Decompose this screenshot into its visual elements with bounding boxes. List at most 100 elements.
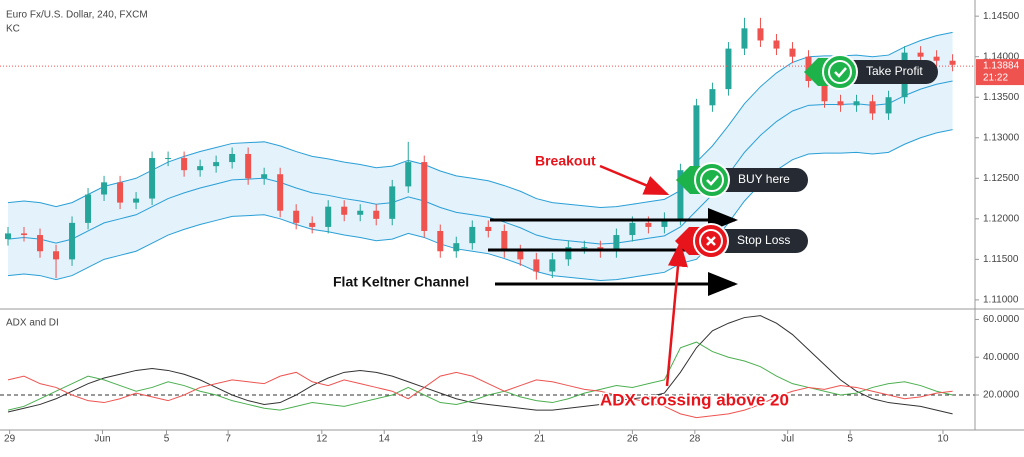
candle-body [693, 105, 700, 171]
annotation-text: Breakout [535, 153, 596, 169]
candle-body [421, 162, 428, 231]
y-tick-label: 40.0000 [983, 352, 1020, 363]
candle-body [85, 194, 92, 223]
x-tick-label: 14 [379, 434, 391, 445]
badge-pill [711, 229, 808, 253]
y-tick-label: 60.0000 [983, 314, 1020, 325]
candle-body [837, 101, 844, 106]
candle-body [53, 251, 60, 260]
x-tick-label: 5 [164, 434, 170, 445]
y-tick-label: 1.12000 [983, 213, 1020, 224]
chart-title: Euro Fx/U.S. Dollar, 240, FXCM [6, 10, 148, 21]
indicator-line [7, 315, 953, 415]
annotation-text: Flat Keltner Channel [333, 274, 469, 290]
badge-label: Stop Loss [737, 233, 790, 247]
badge-circle [694, 162, 730, 198]
candle-body [517, 251, 524, 260]
indicator-line [7, 371, 953, 419]
candle-body [709, 89, 716, 106]
candle-body [341, 206, 348, 215]
candle-body [437, 230, 444, 252]
candle-body [789, 48, 796, 57]
indicator-label: KC [6, 24, 20, 35]
candle-body [549, 259, 556, 272]
y-tick-label: 1.14500 [983, 11, 1020, 22]
candle-body [933, 56, 940, 61]
candle-body [277, 174, 284, 211]
badge-circle [822, 54, 858, 90]
y-tick-label: 1.13500 [983, 92, 1020, 103]
candle-body [453, 243, 460, 252]
candle-body [229, 153, 236, 163]
badge-inner [699, 229, 723, 253]
indicator-line [7, 341, 953, 411]
candle-body [325, 206, 332, 227]
badge-pill [840, 60, 938, 84]
candle-body [21, 233, 28, 236]
x-tick-label: 28 [689, 434, 701, 445]
candle-body [245, 153, 252, 179]
candle-body [181, 158, 188, 171]
last-price-box [976, 59, 1024, 86]
check-icon [706, 175, 719, 186]
cross-icon [706, 236, 716, 246]
candle-body [741, 28, 748, 49]
x-tick-label: Jul [781, 434, 794, 445]
candle-body [373, 210, 380, 219]
candle-body [485, 226, 492, 231]
candle-body [261, 174, 268, 179]
candle-body [725, 48, 732, 90]
last-price-label: 1.13884 [983, 61, 1020, 72]
candle-body [197, 166, 204, 171]
y-tick-label: 1.14000 [983, 51, 1020, 62]
badge-label: Take Profit [866, 64, 923, 78]
badge-inner [700, 168, 724, 192]
candle-body [149, 158, 156, 199]
channel-lower [7, 129, 953, 281]
x-tick-label: Jun [94, 434, 110, 445]
x-tick-label: 7 [225, 434, 231, 445]
y-tick-label: 1.11000 [983, 295, 1019, 306]
x-tick-label: 21 [534, 434, 546, 445]
badge-pill [712, 168, 808, 192]
candle-body [773, 40, 780, 49]
channel-middle [7, 80, 953, 245]
candle-body [821, 81, 828, 102]
candle-body [501, 230, 508, 252]
candle-body [757, 28, 764, 41]
x-tick-label: 26 [627, 434, 639, 445]
y-tick-label: 20.0000 [983, 390, 1020, 401]
candle-body [101, 182, 108, 195]
candle-body [469, 226, 476, 244]
channel-upper [7, 31, 953, 208]
candle-body [133, 198, 140, 203]
candle-body [165, 158, 172, 160]
candle-body [69, 222, 76, 260]
y-tick-label: 1.12500 [983, 173, 1020, 184]
candle-body [357, 210, 364, 215]
candle-body [117, 182, 124, 203]
candle-body [885, 97, 892, 114]
annotation-text: ADX crossing above 20 [600, 390, 789, 409]
candle-body [677, 170, 684, 219]
candle-body [581, 247, 588, 249]
candle-body [613, 235, 620, 252]
annotation-arrow [599, 164, 670, 196]
candle-body [37, 235, 44, 252]
candle-body [5, 233, 12, 240]
candle-body [917, 52, 924, 57]
candle-body [405, 162, 412, 187]
candle-body [949, 60, 956, 65]
candle-body [309, 222, 316, 227]
check-icon [834, 67, 847, 78]
candle-body [565, 247, 572, 260]
countdown-label: 21:22 [983, 73, 1008, 84]
badge-inner [828, 60, 852, 84]
candle-body [213, 162, 220, 167]
candle-body [533, 259, 540, 272]
x-tick-label: 29 [4, 434, 16, 445]
candle-body [869, 101, 876, 114]
y-tick-label: 1.11500 [983, 254, 1019, 265]
candle-body [853, 101, 860, 106]
